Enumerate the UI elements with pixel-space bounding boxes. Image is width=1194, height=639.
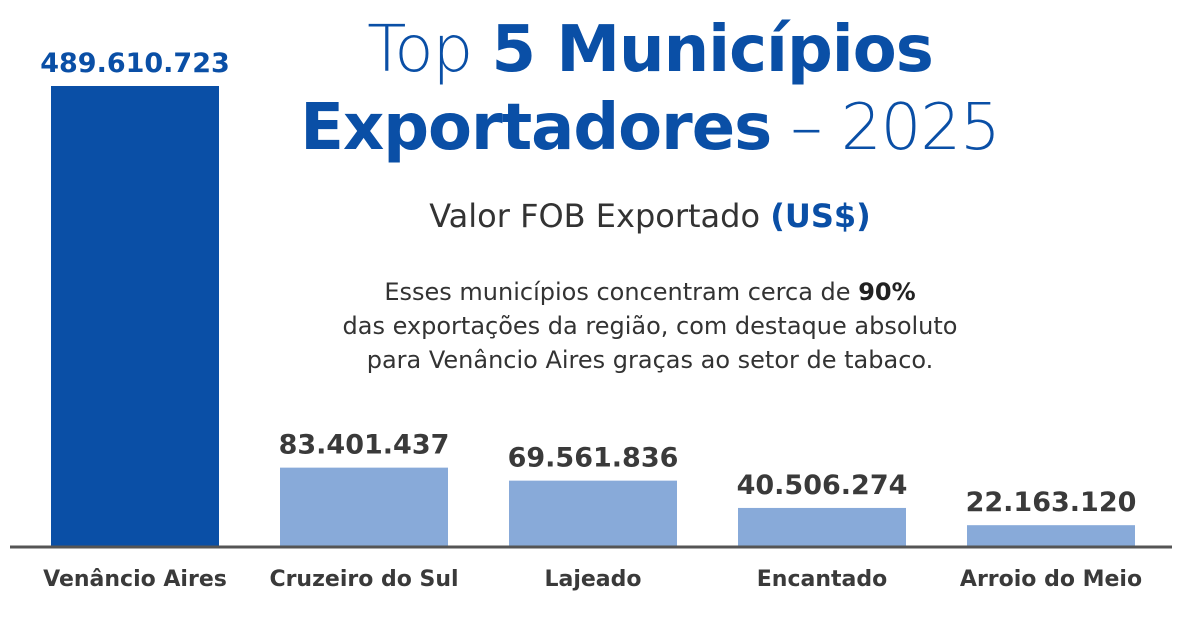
chart-title-line-2: Exportadores – 2025 bbox=[270, 92, 1030, 164]
chart-subtitle: Valor FOB Exportado (US$) bbox=[300, 196, 1000, 236]
value-label-cruzeiro-do-sul: 83.401.437 bbox=[279, 430, 450, 461]
note-line-1: Esses municípios concentram cerca de 90% bbox=[250, 276, 1050, 308]
bar-arroio-do-meio bbox=[967, 525, 1135, 546]
category-label-cruzeiro-do-sul: Cruzeiro do Sul bbox=[269, 567, 458, 592]
title-word-municipios: 5 Municípios bbox=[491, 13, 934, 87]
note-percentage: 90% bbox=[858, 278, 916, 306]
bar-lajeado bbox=[509, 480, 677, 546]
subtitle-text: Valor FOB Exportado bbox=[429, 197, 761, 235]
title-word-exportadores: Exportadores bbox=[300, 91, 772, 165]
note-line-3: para Venâncio Aires graças ao setor de t… bbox=[366, 346, 934, 374]
bar-cruzeiro-do-sul bbox=[280, 467, 448, 546]
category-label-encantado: Encantado bbox=[757, 567, 887, 592]
subtitle-unit: (US$) bbox=[770, 197, 871, 235]
value-label-encantado: 40.506.274 bbox=[737, 470, 908, 501]
category-label-arroio-do-meio: Arroio do Meio bbox=[960, 567, 1142, 592]
chart-title-line-1: Top 5 Municípios bbox=[270, 14, 1030, 86]
value-label-lajeado: 69.561.836 bbox=[508, 443, 679, 474]
title-word-year: – 2025 bbox=[790, 91, 1001, 165]
bar-encantado bbox=[738, 507, 906, 546]
bar-venancio-aires bbox=[51, 86, 219, 546]
note-line-1-text: Esses municípios concentram cerca de bbox=[384, 278, 851, 306]
value-label-venancio-aires: 489.610.723 bbox=[40, 48, 230, 79]
category-label-venancio-aires: Venâncio Aires bbox=[43, 567, 227, 592]
title-word-top: Top bbox=[367, 13, 473, 87]
category-label-lajeado: Lajeado bbox=[544, 567, 641, 592]
note-line-2: das exportações da região, com destaque … bbox=[342, 312, 958, 340]
value-label-arroio-do-meio: 22.163.120 bbox=[966, 487, 1137, 518]
